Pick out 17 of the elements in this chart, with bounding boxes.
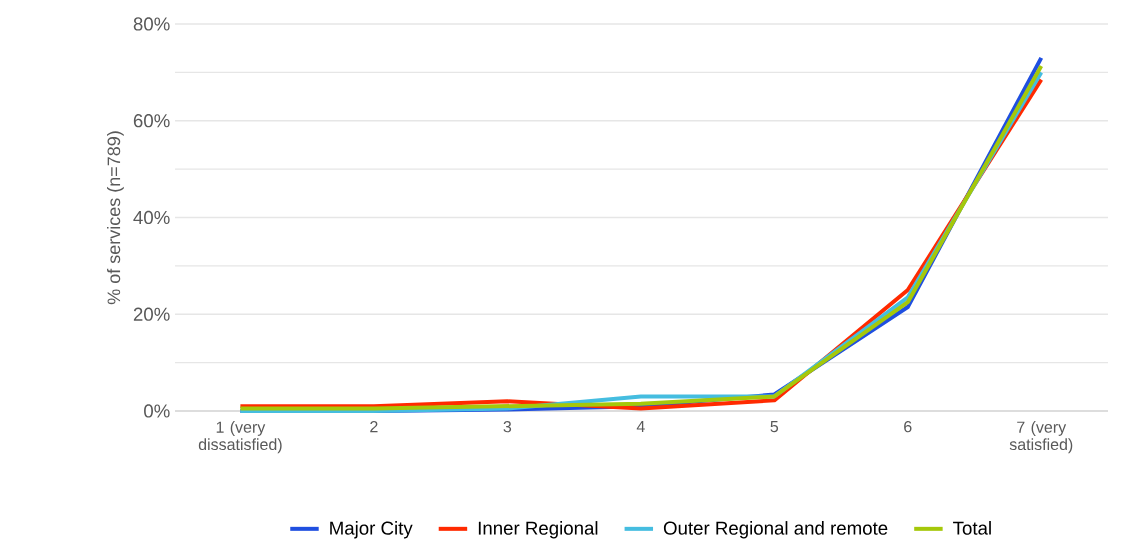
legend-label: Inner Regional: [478, 521, 598, 539]
x-tick-label: 3: [503, 421, 512, 433]
y-tick-label: 0%: [144, 404, 170, 418]
x-tick-label: 5: [770, 421, 779, 433]
y-axis-title: % of services (n=789): [107, 131, 124, 305]
y-tick-label: 20%: [133, 307, 170, 321]
y-tick-label: 60%: [133, 114, 170, 128]
y-tick-label: 40%: [133, 210, 170, 225]
x-tick-label: 7 (very satisfied): [1009, 421, 1073, 454]
x-tick-label: 2: [370, 421, 378, 433]
x-tick-label: 1 (very dissatisfied): [198, 421, 282, 454]
y-tick-label: 80%: [133, 17, 170, 31]
x-tick-label: 6: [904, 421, 912, 433]
legend-label: Total: [953, 521, 991, 535]
legend-label: Major City: [330, 521, 413, 539]
x-tick-label: 4: [636, 421, 645, 433]
legend-label: Outer Regional and remote: [663, 521, 888, 539]
